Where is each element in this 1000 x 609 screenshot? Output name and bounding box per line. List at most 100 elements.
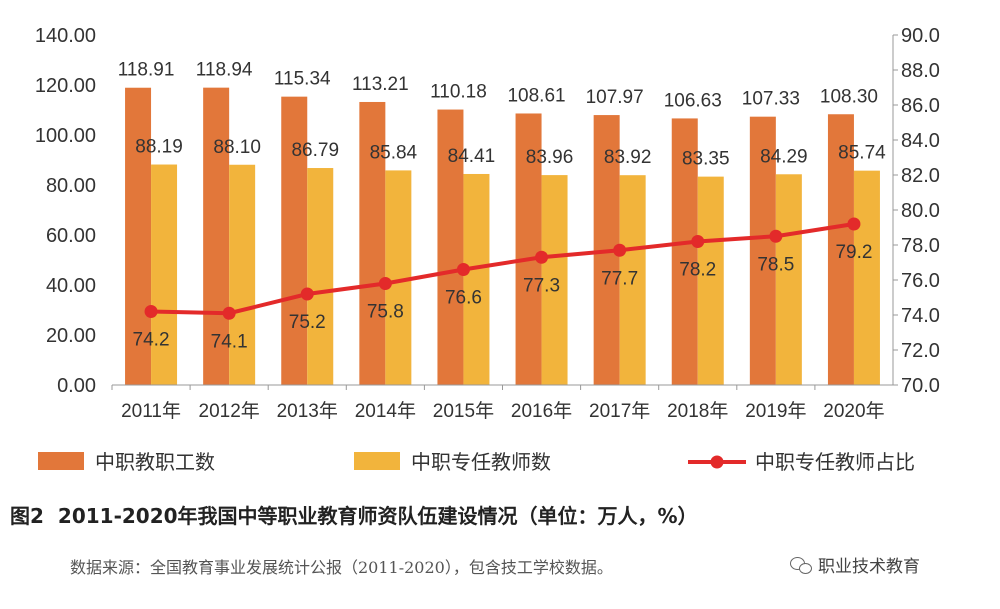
- data-label-fulltime-teachers: 84.29: [760, 146, 808, 167]
- ratio-line: [151, 222, 855, 316]
- bar-staff-total: [437, 109, 464, 386]
- y-right-tick-label: 74.0: [901, 305, 940, 327]
- data-label-staff-total: 108.30: [820, 86, 878, 107]
- data-label-ratio: 74.1: [211, 331, 248, 352]
- ratio-point: [378, 277, 392, 290]
- data-label-fulltime-teachers: 84.41: [448, 146, 496, 167]
- legend: 中职教职工数 中职专任教师数 中职专任教师占比: [38, 451, 915, 474]
- ratio-point: [300, 287, 314, 301]
- data-label-staff-total: 106.63: [664, 90, 722, 111]
- data-label-ratio: 77.3: [523, 275, 560, 296]
- legend-label-ratio: 中职专任教师占比: [755, 451, 915, 474]
- data-label-fulltime-teachers: 83.35: [682, 149, 730, 170]
- bar-fulltime-teachers: [853, 170, 880, 385]
- figure-caption: 图2 2011-2020年我国中等职业教育师资队伍建设情况（单位：万人，%）: [10, 500, 698, 529]
- legend-swatch-staff-total: [38, 452, 84, 470]
- figure-caption-text: 2011-2020年我国中等职业教育师资队伍建设情况（单位：万人，%）: [57, 504, 698, 528]
- y-right-tick-label: 82.0: [901, 165, 940, 187]
- bar-fulltime-teachers: [151, 164, 178, 385]
- data-label-staff-total: 118.91: [118, 60, 175, 81]
- data-label-ratio: 78.2: [679, 260, 716, 281]
- data-labels-group: 118.91 88.19 118.94 88.10 115.34 86.79 113.21 8…: [118, 60, 886, 353]
- y-left-tick-label: 0.00: [57, 375, 96, 397]
- bar-staff-total: [515, 113, 542, 385]
- y-right-tick-label: 72.0: [901, 340, 940, 362]
- bar-fulltime-teachers: [463, 173, 490, 385]
- x-tick-label: 2014年: [355, 400, 416, 422]
- legend-label-fulltime-teachers: 中职专任教师数: [411, 451, 551, 474]
- y-left-tick-label: 60.00: [46, 225, 96, 247]
- y-right-tick-label: 90.0: [901, 25, 940, 47]
- bar-staff-total: [203, 87, 230, 386]
- ratio-point: [847, 217, 861, 231]
- ratio-line-group: [144, 217, 861, 320]
- data-label-ratio: 79.2: [835, 242, 872, 263]
- y-left-tick-label: 100.00: [35, 125, 96, 147]
- x-tick-label: 2017年: [589, 400, 650, 422]
- y-left-tick-label: 140.00: [35, 25, 96, 47]
- ratio-point: [222, 306, 236, 320]
- x-tick-label: 2011年: [121, 400, 181, 422]
- figure-label: 图2: [10, 504, 44, 528]
- ratio-point: [456, 263, 470, 276]
- watermark-text: 职业技术教育: [818, 557, 920, 577]
- y-right-tick-label: 70.0: [901, 375, 940, 397]
- data-label-fulltime-teachers: 85.84: [370, 142, 418, 163]
- ratio-point: [535, 250, 549, 264]
- data-label-staff-total: 110.18: [430, 82, 487, 103]
- data-label-ratio: 75.2: [289, 312, 326, 333]
- data-label-staff-total: 113.21: [352, 74, 409, 95]
- data-label-fulltime-teachers: 88.19: [135, 137, 183, 158]
- bar-staff-total: [671, 118, 698, 386]
- wechat-icon: [790, 556, 812, 574]
- data-label-ratio: 76.6: [445, 288, 482, 309]
- data-label-staff-total: 118.94: [196, 60, 253, 81]
- data-label-fulltime-teachers: 83.96: [526, 147, 574, 168]
- data-label-fulltime-teachers: 86.79: [291, 140, 339, 161]
- ratio-point: [691, 235, 705, 248]
- data-label-ratio: 77.7: [601, 268, 638, 289]
- x-tick-label: 2016年: [511, 400, 572, 422]
- x-tick-label: 2013年: [277, 400, 338, 422]
- y-right-tick-label: 88.0: [901, 60, 940, 82]
- legend-swatch-ratio-marker: [710, 455, 724, 469]
- legend-label-staff-total: 中职教职工数: [95, 451, 215, 474]
- bar-fulltime-teachers: [619, 175, 646, 385]
- y-right-tick-label: 76.0: [901, 270, 940, 292]
- bar-staff-total: [359, 101, 386, 385]
- x-tick-label: 2012年: [199, 400, 260, 422]
- bar-fulltime-teachers: [229, 164, 256, 385]
- bar-fulltime-teachers: [307, 168, 334, 385]
- legend-swatch-fulltime-teachers: [354, 452, 400, 470]
- y-left-tick-label: 80.00: [46, 175, 96, 197]
- bars-group: [125, 87, 880, 386]
- axes-group: 0.00 20.00 40.00 60.00 80.00 100.00 120.00 140.…: [35, 25, 940, 422]
- data-label-fulltime-teachers: 83.92: [604, 147, 652, 168]
- chart: 118.91 88.19 118.94 88.10 115.34 86.79 113.21 8…: [35, 25, 940, 474]
- y-left-tick-label: 120.00: [35, 75, 96, 97]
- bar-staff-total: [281, 96, 308, 386]
- data-label-staff-total: 115.34: [274, 69, 331, 90]
- y-right-tick-label: 80.0: [901, 200, 940, 222]
- bar-staff-total: [827, 114, 854, 385]
- data-label-staff-total: 108.61: [507, 85, 565, 106]
- bar-staff-total: [125, 87, 152, 385]
- data-label-fulltime-teachers: 88.10: [213, 137, 261, 158]
- y-right-tick-label: 84.0: [901, 130, 940, 152]
- data-label-staff-total: 107.33: [742, 89, 800, 110]
- y-left-tick-label: 40.00: [46, 275, 96, 297]
- data-label-ratio: 75.8: [367, 302, 404, 323]
- bar-staff-total: [749, 116, 776, 386]
- x-tick-label: 2018年: [667, 400, 728, 422]
- data-source-note: 数据来源：全国教育事业发展统计公报（2011-2020），包含技工学校数据。: [70, 558, 613, 577]
- ratio-point: [769, 229, 783, 243]
- ratio-point: [613, 243, 627, 257]
- y-right-tick-label: 78.0: [901, 235, 940, 257]
- x-tick-label: 2019年: [745, 400, 806, 422]
- data-label-ratio: 74.2: [133, 330, 170, 351]
- watermark: 职业技术教育: [790, 552, 920, 577]
- y-right-tick-label: 86.0: [901, 95, 940, 117]
- data-label-fulltime-teachers: 85.74: [838, 143, 886, 164]
- ratio-point: [144, 305, 158, 318]
- bar-fulltime-teachers: [775, 174, 802, 385]
